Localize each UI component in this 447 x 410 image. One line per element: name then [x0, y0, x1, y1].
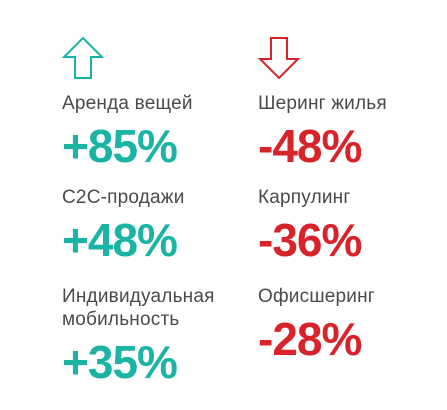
stat-item-c2c-sales: С2С-продажи +48%: [62, 186, 185, 266]
stat-value: -48%: [258, 120, 362, 172]
stat-value: -36%: [258, 214, 362, 266]
arrow-down-icon: [258, 37, 300, 80]
stat-label: С2С-продажи: [62, 187, 185, 208]
stat-label: Аренда вещей: [62, 93, 193, 114]
stat-value: +48%: [62, 214, 178, 266]
arrow-up-icon: [62, 36, 104, 79]
stat-item-carpooling: Карпулинг -36%: [258, 186, 362, 266]
stat-value: -28%: [258, 313, 362, 365]
stat-label: Офисшеринг: [258, 286, 375, 307]
stat-item-rental: Аренда вещей +85%: [62, 92, 193, 172]
stat-item-office-sharing: Офисшеринг -28%: [258, 285, 375, 365]
stat-item-individual-mobility: Индивидуальная мобильность +35%: [62, 285, 215, 388]
stat-label-line-2: мобильность: [62, 309, 180, 330]
stat-label: Карпулинг: [258, 187, 351, 208]
stat-value: +85%: [62, 120, 178, 172]
stat-item-home-sharing: Шеринг жилья -48%: [258, 92, 387, 172]
stat-value: +35%: [62, 336, 178, 388]
stat-label: Шеринг жилья: [258, 93, 387, 114]
stat-label-line-1: Индивидуальная: [62, 286, 215, 307]
